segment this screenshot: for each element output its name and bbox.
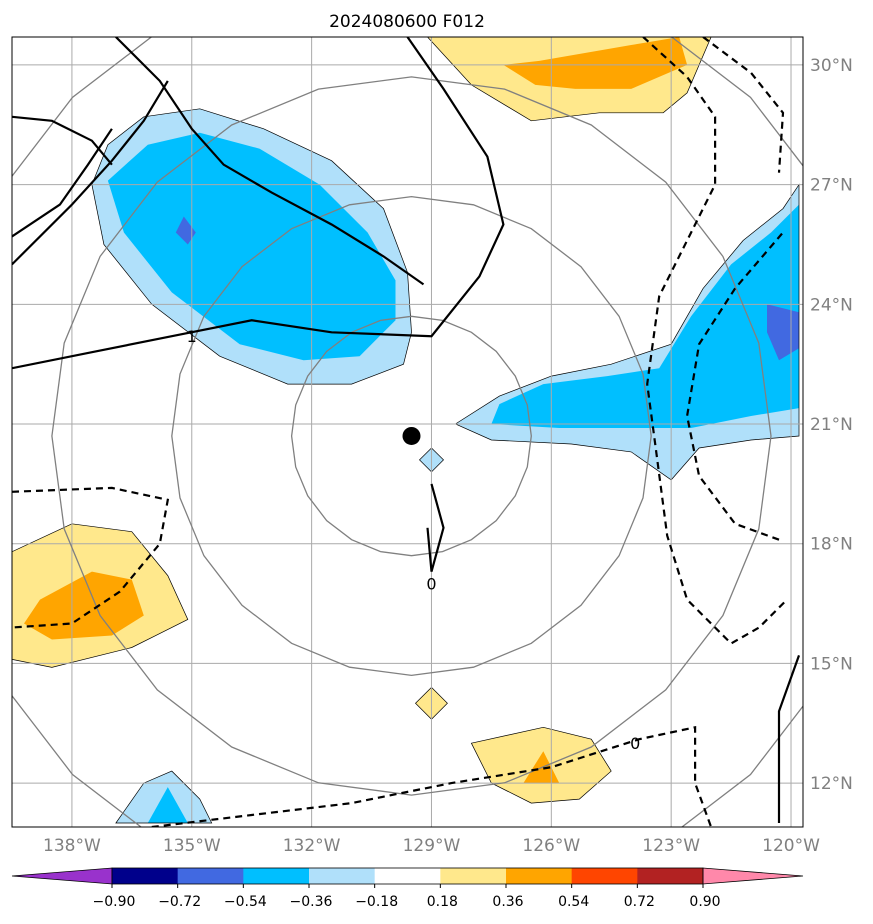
colorbar-tick-label: −0.90 bbox=[93, 894, 136, 910]
range-ring-0 bbox=[290, 315, 532, 557]
contour-line-2 bbox=[12, 80, 169, 266]
contour-labels: 0 0 1 bbox=[187, 327, 641, 753]
colorbar-tick-label: −0.18 bbox=[355, 894, 398, 910]
colorbar-tick-label: 0.90 bbox=[689, 894, 720, 910]
colorbar-tick-label: −0.36 bbox=[290, 894, 333, 910]
colorbar-swatch-0 bbox=[112, 868, 179, 884]
colorbar-swatch-8 bbox=[637, 868, 704, 884]
contour-label-2: 1 bbox=[187, 327, 197, 346]
contour-line-3 bbox=[12, 115, 113, 166]
filled-field bbox=[12, 37, 800, 824]
colorbar-swatch-5 bbox=[440, 868, 507, 884]
contour-line-11 bbox=[685, 231, 784, 541]
colorbar-swatch-3 bbox=[309, 868, 376, 884]
filled-region-12 bbox=[24, 571, 144, 640]
colorbar-tick-label: 0.18 bbox=[427, 894, 458, 910]
contour-lines bbox=[12, 37, 801, 827]
lat-tick-label: 30°N bbox=[810, 56, 853, 76]
lon-tick-label: 126°W bbox=[522, 836, 580, 856]
colorbar-tick-label: −0.54 bbox=[224, 894, 267, 910]
colorbar-tick-label: −0.72 bbox=[158, 894, 201, 910]
lat-tick-label: 15°N bbox=[810, 654, 853, 674]
colorbar-tick-label: 0.72 bbox=[624, 894, 655, 910]
lat-tick-label: 24°N bbox=[810, 295, 853, 315]
gridlines bbox=[12, 37, 803, 827]
longitude-tick-labels: 138°W 135°W 132°W 129°W 126°W 123°W 120°W bbox=[43, 836, 820, 856]
filled-region-4 bbox=[491, 204, 799, 428]
filled-region-outline-11 bbox=[12, 523, 189, 668]
lat-tick-label: 21°N bbox=[810, 415, 853, 435]
lon-tick-label: 138°W bbox=[43, 836, 101, 856]
lon-tick-label: 135°W bbox=[163, 836, 221, 856]
range-ring-1 bbox=[171, 195, 652, 677]
contour-line-10 bbox=[151, 725, 713, 827]
colorbar-frame bbox=[111, 867, 704, 885]
colorbar-swatch-1 bbox=[177, 868, 244, 884]
lat-tick-label: 12°N bbox=[810, 774, 853, 794]
colorbar-swatch-6 bbox=[506, 868, 573, 884]
lat-tick-label: 27°N bbox=[810, 176, 853, 196]
colorbar-swatch-7 bbox=[571, 868, 638, 884]
latitude-tick-labels: 30°N 27°N 24°N 21°N 18°N 15°N 12°N bbox=[810, 56, 853, 794]
range-ring-2 bbox=[51, 76, 772, 796]
filled-region-outline-7 bbox=[115, 770, 213, 824]
filled-region-outline-9 bbox=[427, 37, 712, 122]
colorbar: −0.90 −0.72 −0.54 −0.36 −0.18 0.18 0.36 0.54 0.7… bbox=[11, 867, 804, 910]
storm-center-marker bbox=[402, 426, 421, 445]
filled-region-8 bbox=[147, 787, 188, 823]
colorbar-extend-high bbox=[702, 867, 804, 885]
colorbar-tick-label: 0.54 bbox=[558, 894, 589, 910]
contour-line-9 bbox=[702, 37, 785, 173]
lon-tick-label: 120°W bbox=[762, 836, 820, 856]
filled-region-1 bbox=[107, 132, 396, 361]
filled-region-10 bbox=[503, 37, 688, 89]
contour-line-1 bbox=[12, 37, 505, 370]
colorbar-swatch-4 bbox=[374, 868, 441, 884]
contour-line-0 bbox=[115, 37, 425, 286]
contour-line-8 bbox=[642, 37, 788, 645]
filled-region-outline-0 bbox=[91, 108, 412, 385]
contour-line-7 bbox=[12, 486, 170, 629]
contour-line-6 bbox=[777, 655, 801, 823]
colorbar-extend-low bbox=[11, 867, 113, 885]
contour-label-1: 0 bbox=[630, 734, 640, 753]
contour-line-4 bbox=[12, 128, 113, 238]
lat-tick-label: 18°N bbox=[810, 535, 853, 555]
contour-label-0: 0 bbox=[426, 575, 436, 594]
colorbar-swatch-2 bbox=[243, 868, 310, 884]
lon-tick-label: 129°W bbox=[403, 836, 461, 856]
lon-tick-label: 132°W bbox=[283, 836, 341, 856]
contour-line-5 bbox=[426, 483, 445, 572]
colorbar-tick-label: 0.36 bbox=[492, 894, 523, 910]
plot-frame bbox=[11, 36, 804, 828]
chart-title: 2024080600 F012 bbox=[329, 12, 485, 32]
lon-tick-label: 123°W bbox=[642, 836, 700, 856]
filled-region-2 bbox=[175, 216, 196, 245]
